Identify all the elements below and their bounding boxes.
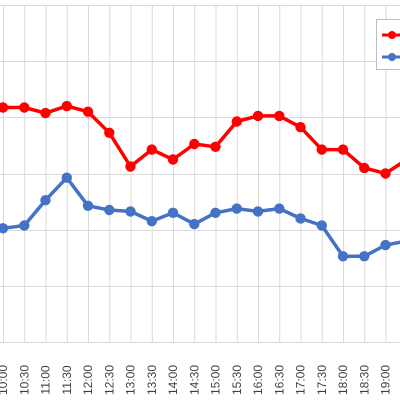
series-1-point xyxy=(189,138,200,150)
series-1-point xyxy=(0,102,9,113)
x-tick-label: 10:30 xyxy=(17,365,31,395)
series-2-point xyxy=(252,206,264,217)
series-2-point xyxy=(146,216,157,227)
legend-swatch-marker xyxy=(388,53,396,61)
x-tick-label: 16:00 xyxy=(251,365,265,395)
x-tick-label: 19:00 xyxy=(379,365,393,395)
x-tick-label: 17:30 xyxy=(315,365,329,395)
series-2-point xyxy=(380,239,391,251)
series-1-point xyxy=(104,127,115,138)
x-tick-label: 11:30 xyxy=(60,365,74,394)
series-1-point xyxy=(359,162,370,174)
x-tick-label: 14:30 xyxy=(187,365,201,395)
series-1-point xyxy=(82,106,94,117)
x-tick-label: 13:00 xyxy=(124,365,138,395)
legend xyxy=(376,19,400,70)
series-1-point xyxy=(146,144,157,155)
series-layer xyxy=(0,100,400,262)
series-2-point xyxy=(337,251,349,262)
series-2-line xyxy=(2,175,400,259)
x-tick-label: 12:00 xyxy=(81,365,95,395)
series-1-point xyxy=(40,107,51,119)
x-axis-tick-labels: 10:00 10:30 11:00 11:30 12:00 12:30 13:00 13:30… xyxy=(0,365,393,395)
series-1-point xyxy=(252,110,264,122)
series-1-point xyxy=(316,144,327,155)
x-tick-label: 15:00 xyxy=(209,365,223,395)
series-2-point xyxy=(167,207,179,218)
series-1-point xyxy=(19,102,30,113)
x-tick-label: 12:30 xyxy=(102,365,116,395)
series-2-point xyxy=(210,207,221,218)
x-tick-label: 17:00 xyxy=(294,365,308,395)
series-2-point xyxy=(61,172,72,183)
series-2-point xyxy=(274,203,285,214)
x-tick-label: 18:30 xyxy=(357,365,371,395)
series-1-point xyxy=(295,122,306,133)
x-tick-label: 16:30 xyxy=(272,365,286,395)
series-1-point xyxy=(61,100,72,112)
series-1-point xyxy=(274,110,285,122)
x-tick-label: 14:00 xyxy=(166,365,180,395)
series-2-point xyxy=(359,251,370,262)
series-2-point xyxy=(189,218,200,230)
series-2-point xyxy=(19,220,30,231)
series-1-point xyxy=(125,161,136,172)
series-2-point xyxy=(125,206,136,217)
series-2-point xyxy=(40,195,51,206)
x-tick-label: 13:30 xyxy=(145,365,159,395)
series-1-point xyxy=(210,141,221,152)
series-1-point xyxy=(231,116,242,127)
series-2-point xyxy=(231,203,242,214)
x-tick-label: 10:00 xyxy=(0,365,10,395)
x-tick-label: 11:00 xyxy=(39,365,53,394)
legend-box xyxy=(376,19,400,70)
series-1-point xyxy=(337,144,349,155)
series-2-point xyxy=(104,204,115,216)
gridlines xyxy=(0,5,400,343)
series-2-point xyxy=(82,200,94,211)
legend-swatch-marker xyxy=(388,31,396,39)
series-2-point xyxy=(295,213,306,224)
series-2-point xyxy=(0,223,9,234)
series-1-point xyxy=(167,154,179,165)
series-2-point xyxy=(316,220,327,231)
series-1-point xyxy=(380,168,391,179)
x-tick-label: 15:30 xyxy=(230,365,244,395)
x-tick-label: 18:00 xyxy=(336,365,350,395)
